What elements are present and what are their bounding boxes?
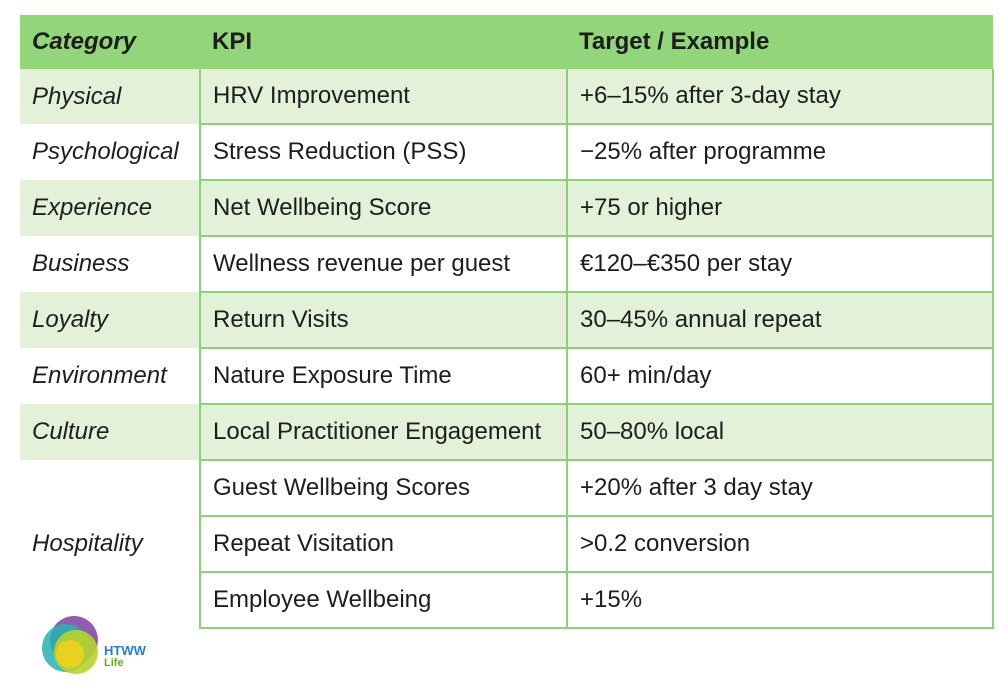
logo-line2: Life [104,657,124,669]
category-cell: Environment [20,348,200,404]
target-cell: +20% after 3 day stay [566,460,994,517]
kpi-cell: Wellness revenue per guest [199,236,568,293]
logo-line1: HTWW [104,643,146,658]
table-row: Employee Wellbeing +15% [20,572,994,629]
kpi-cell: Return Visits [199,292,568,349]
target-cell: 30–45% annual repeat [566,292,994,349]
logo-wordmark: HTWW Life [104,644,146,670]
target-cell: +6–15% after 3-day stay [566,69,994,125]
table-row: Business Wellness revenue per guest €120… [20,236,994,293]
table-row: Environment Nature Exposure Time 60+ min… [20,348,994,405]
category-cell: Psychological [20,124,200,180]
category-cell: Business [20,236,200,292]
kpi-cell: HRV Improvement [199,69,568,125]
target-cell: 50–80% local [566,404,994,461]
category-cell: Loyalty [20,292,200,348]
kpi-cell: Net Wellbeing Score [199,180,568,237]
htww-life-logo: HTWW Life [40,614,170,680]
header-target: Target / Example [567,15,993,69]
target-cell: €120–€350 per stay [566,236,994,293]
target-cell: −25% after programme [566,124,994,181]
table-row: Repeat Visitation >0.2 conversion [20,516,994,573]
table-row: Culture Local Practitioner Engagement 50… [20,404,994,461]
header-category: Category [20,15,200,69]
table-header-row: Category KPI Target / Example [20,15,993,69]
target-cell: 60+ min/day [566,348,994,405]
kpi-cell: Repeat Visitation [199,516,568,573]
table-row: Experience Net Wellbeing Score +75 or hi… [20,180,994,237]
kpi-cell: Stress Reduction (PSS) [199,124,568,181]
category-cell: Physical [20,69,200,124]
table-row: Physical HRV Improvement +6–15% after 3-… [20,69,994,125]
category-cell: Experience [20,180,200,236]
logo-mark-icon [42,616,98,674]
category-cell-hospitality: Hospitality [20,460,200,628]
kpi-cell: Employee Wellbeing [199,572,568,629]
category-cell: Culture [20,404,200,460]
kpi-cell: Guest Wellbeing Scores [199,460,568,517]
target-cell: +75 or higher [566,180,994,237]
kpi-cell: Nature Exposure Time [199,348,568,405]
target-cell: +15% [566,572,994,629]
table-row: Psychological Stress Reduction (PSS) −25… [20,124,994,181]
header-kpi: KPI [200,15,567,69]
target-cell: >0.2 conversion [566,516,994,573]
table-row: Hospitality Guest Wellbeing Scores +20% … [20,460,994,628]
kpi-table: Category KPI Target / Example Physical H… [20,15,994,629]
table-row: Loyalty Return Visits 30–45% annual repe… [20,292,994,349]
kpi-cell: Local Practitioner Engagement [199,404,568,461]
